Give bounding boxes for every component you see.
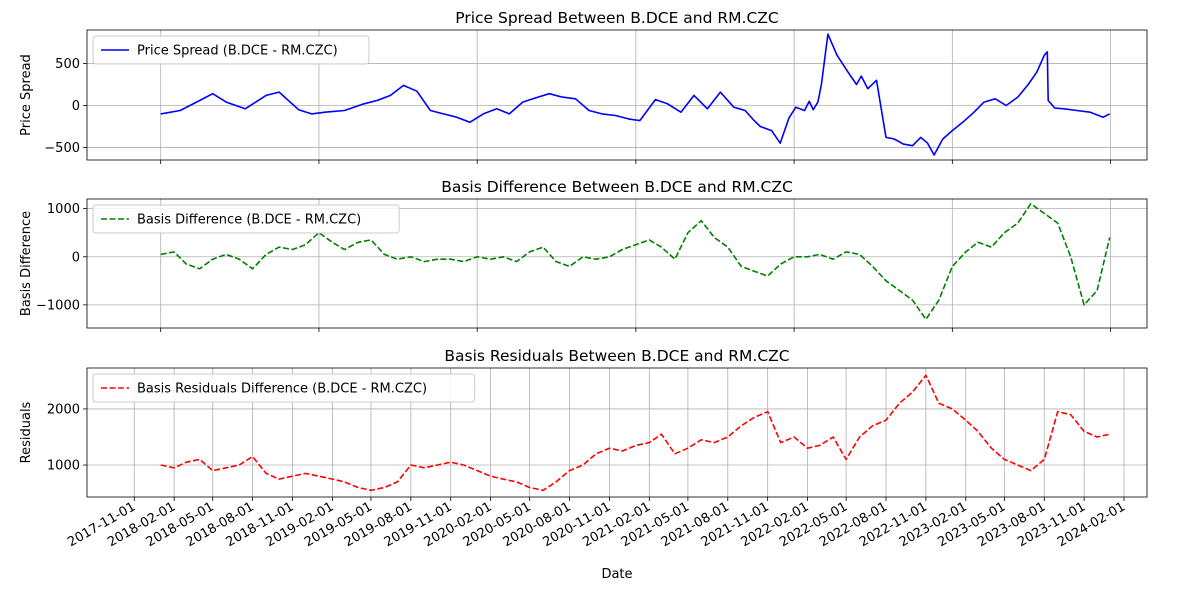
y-axis-label: Price Spread xyxy=(19,54,34,136)
series-line xyxy=(160,203,1111,321)
legend-label: Basis Residuals Difference (B.DCE - RM.C… xyxy=(137,382,427,397)
chart-title: Basis Residuals Between B.DCE and RM.CZC xyxy=(444,347,789,365)
axes-frame xyxy=(86,198,1148,329)
y-axis-label: Basis Difference xyxy=(19,211,34,316)
series-line xyxy=(160,33,1111,156)
chart-panel-1: Price Spread Between B.DCE and RM.CZC −50… xyxy=(19,9,1148,164)
y-axis-label: Residuals xyxy=(19,401,34,463)
chart-title: Price Spread Between B.DCE and RM.CZC xyxy=(455,9,778,27)
y-tick-label: −500 xyxy=(44,141,80,156)
x-axis-label: Date xyxy=(601,567,632,582)
y-tick-label: 0 xyxy=(72,250,80,265)
axes-frame xyxy=(86,367,1148,498)
y-tick-label: 1000 xyxy=(47,202,80,217)
legend-box xyxy=(92,373,476,403)
legend-label: Price Spread (B.DCE - RM.CZC) xyxy=(137,44,338,59)
legend-label: Basis Difference (B.DCE - RM.CZC) xyxy=(137,213,361,228)
chart-panel-2: Basis Difference Between B.DCE and RM.CZ… xyxy=(19,178,1148,332)
legend: Basis Difference (B.DCE - RM.CZC) xyxy=(92,204,400,234)
legend: Price Spread (B.DCE - RM.CZC) xyxy=(92,35,370,65)
legend: Basis Residuals Difference (B.DCE - RM.C… xyxy=(92,373,476,403)
axes-frame xyxy=(86,29,1148,161)
chart-title: Basis Difference Between B.DCE and RM.CZ… xyxy=(441,178,793,196)
y-tick-label: −1000 xyxy=(36,298,80,313)
legend-box xyxy=(92,204,400,234)
chart-panel-3: Basis Residuals Between B.DCE and RM.CZC… xyxy=(19,347,1148,582)
legend-box xyxy=(92,35,370,65)
y-tick-label: 0 xyxy=(72,99,80,114)
y-tick-label: 2000 xyxy=(47,402,80,417)
y-tick-label: 500 xyxy=(55,57,80,72)
y-tick-label: 1000 xyxy=(47,459,80,474)
